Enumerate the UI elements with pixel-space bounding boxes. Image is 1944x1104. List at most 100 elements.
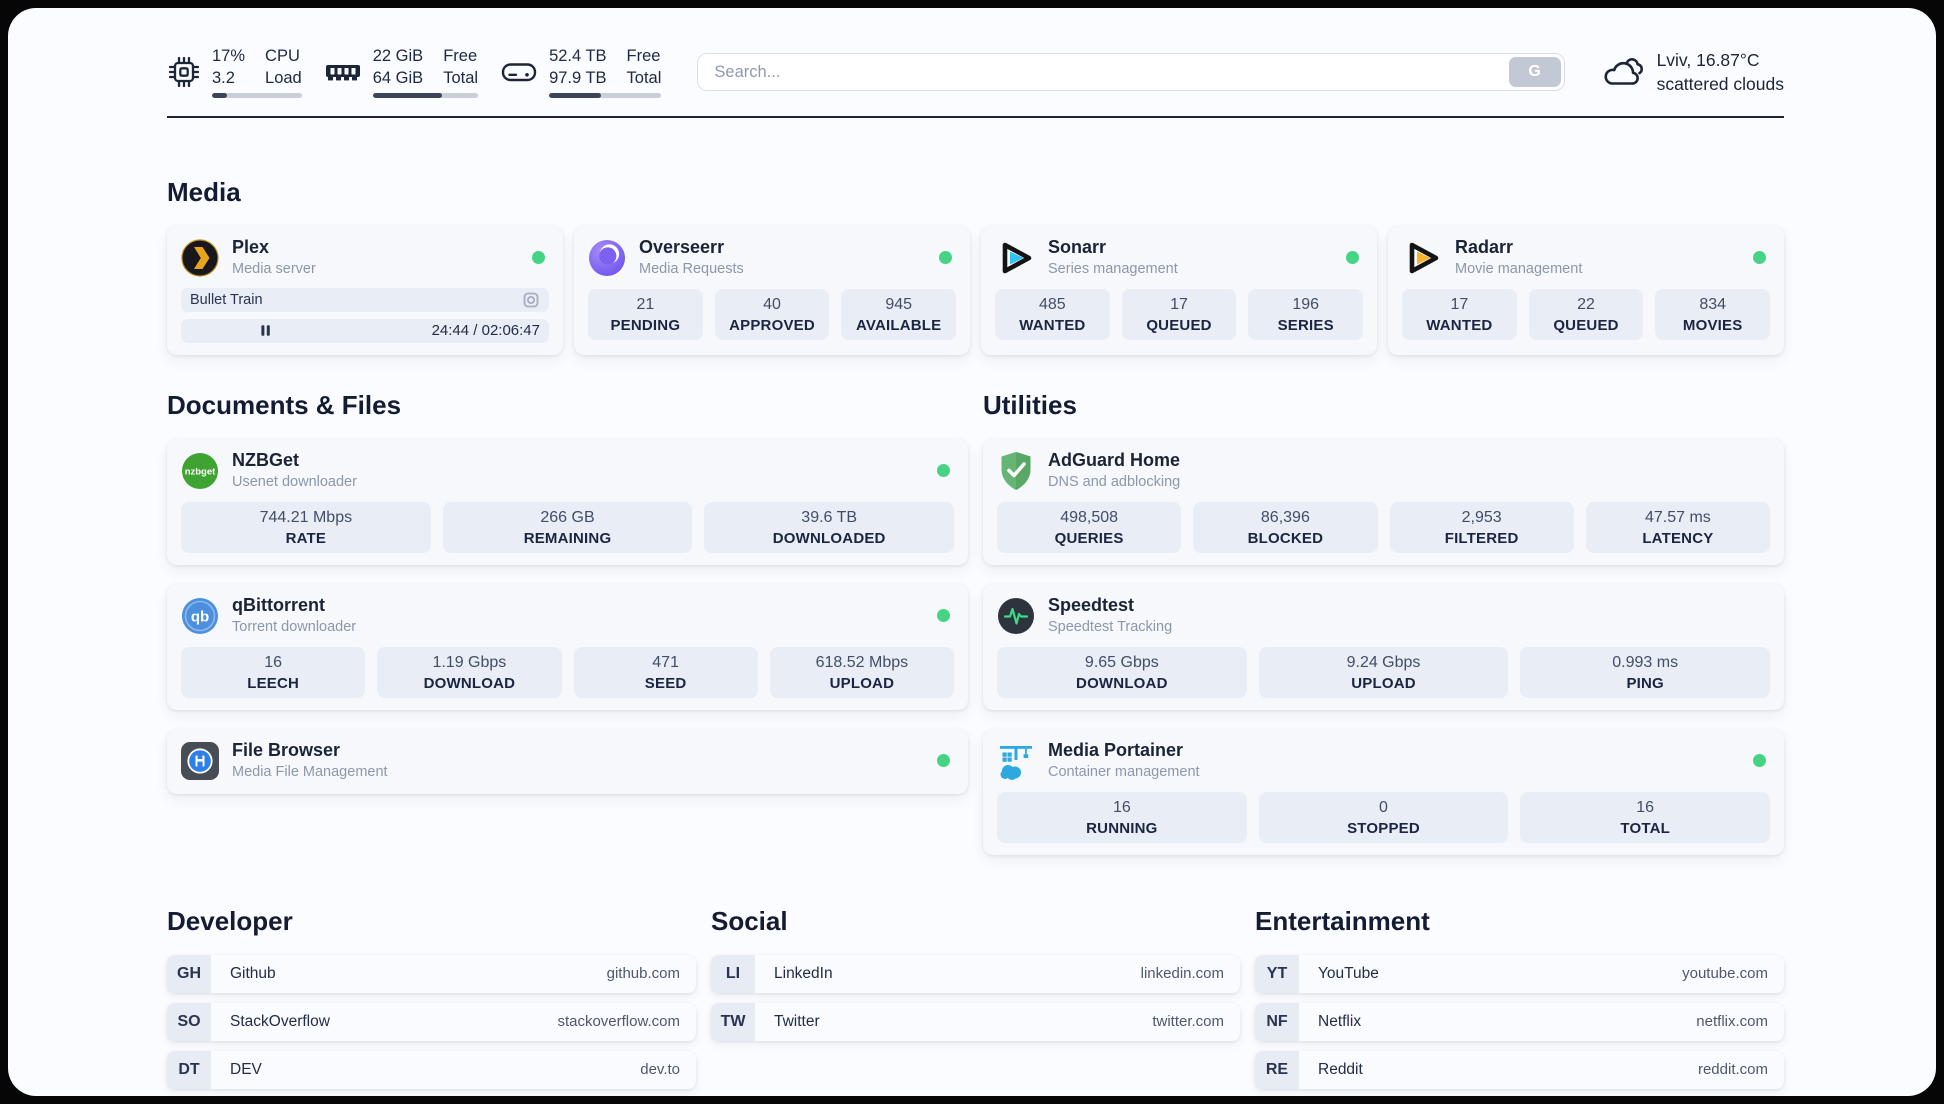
section-title-entertainment: Entertainment — [1255, 905, 1430, 936]
weather-location-temp: Lviv, 16.87°C — [1656, 49, 1760, 70]
app-card-plex[interactable]: Plex Media server Bullet Train — [167, 225, 563, 355]
status-online-dot — [939, 251, 952, 265]
app-card-radarr[interactable]: Radarr Movie management 17 WANTED 22 QUEUE… — [1388, 225, 1784, 355]
search-input[interactable] — [701, 61, 1509, 83]
memory-metric: 22 GiB 64 GiB Free Total — [324, 46, 479, 98]
status-online-dot — [1346, 251, 1359, 265]
memory-total-label: Total — [443, 68, 479, 87]
app-card-speedtest[interactable]: Speedtest Speedtest Tracking 9.65 Gbps DO… — [983, 583, 1784, 710]
app-description: Movie management — [1455, 260, 1583, 277]
app-name: AdGuard Home — [1048, 450, 1181, 471]
filebrowser-icon — [181, 741, 219, 780]
link-row-netflix[interactable]: NF Netflix netflix.com — [1255, 1002, 1784, 1041]
sonarr-icon — [995, 238, 1035, 278]
search-engine-button[interactable]: G — [1508, 57, 1561, 87]
link-url: github.com — [606, 965, 680, 983]
disk-total-value: 97.9 TB — [549, 68, 607, 87]
app-description: Series management — [1048, 260, 1178, 277]
stat-upload: 618.52 Mbps UPLOAD — [769, 646, 954, 698]
pause-icon[interactable] — [258, 323, 273, 338]
qbittorrent-icon: qb — [181, 597, 219, 635]
nzbget-icon: nzbget — [181, 452, 219, 490]
stat-stopped: 0 STOPPED — [1258, 791, 1509, 843]
app-name: Speedtest — [1048, 595, 1135, 616]
link-url: reddit.com — [1697, 1061, 1768, 1079]
app-card-portainer[interactable]: Media Portainer Container management 16 R… — [983, 728, 1784, 855]
link-tag: YT — [1255, 954, 1299, 993]
status-online-dot — [937, 464, 950, 478]
link-row-dev[interactable]: DT DEV dev.to — [167, 1050, 696, 1089]
stat-series: 196 SERIES — [1248, 288, 1364, 340]
disk-total-label: Total — [626, 68, 662, 87]
app-card-filebrowser[interactable]: File Browser Media File Management — [167, 728, 968, 794]
now-playing-row: Bullet Train — [181, 287, 549, 312]
radarr-icon — [1402, 238, 1442, 278]
memory-total-value: 64 GiB — [372, 68, 424, 87]
link-name: Twitter — [774, 1012, 820, 1030]
app-description: Usenet downloader — [232, 473, 357, 490]
link-tag: GH — [167, 954, 211, 993]
link-tag: DT — [167, 1050, 211, 1089]
link-url: linkedin.com — [1140, 965, 1224, 983]
stream-progress-row: 24:44 / 02:06:47 — [181, 318, 549, 343]
cpu-usage-value: 17% — [212, 47, 246, 66]
status-online-dot — [1753, 251, 1766, 265]
app-card-overseerr[interactable]: Overseerr Media Requests 21 PENDING 40 APP… — [574, 225, 970, 355]
app-description: Media File Management — [232, 763, 388, 780]
section-title-social: Social — [711, 905, 788, 936]
stat-approved: 40 APPROVED — [714, 288, 830, 340]
link-name: Github — [230, 964, 276, 982]
stat-leech: 16 LEECH — [181, 646, 366, 698]
stat-rate: 744.21 Mbps RATE — [181, 501, 431, 553]
stream-time: 24:44 / 02:06:47 — [431, 322, 540, 340]
stat-download: 1.19 Gbps DOWNLOAD — [377, 646, 562, 698]
svg-text:nzbget: nzbget — [185, 466, 216, 477]
stat-wanted: 17 WANTED — [1402, 288, 1517, 340]
app-card-adguard[interactable]: AdGuard Home DNS and adblocking 498,508 Q… — [983, 438, 1784, 565]
stat-movies: 834 MOVIES — [1655, 288, 1771, 340]
stat-wanted: 485 WANTED — [995, 288, 1110, 340]
link-tag: LI — [711, 954, 755, 993]
app-description: DNS and adblocking — [1048, 473, 1181, 490]
speedtest-pulse-icon — [997, 597, 1035, 635]
stat-download: 9.65 Gbps DOWNLOAD — [997, 646, 1247, 698]
adguard-shield-icon — [997, 450, 1035, 492]
svg-text:qb: qb — [191, 608, 209, 625]
status-online-dot — [532, 251, 545, 265]
stat-remaining: 266 GB REMAINING — [442, 501, 693, 553]
link-row-linkedin[interactable]: LI LinkedIn linkedin.com — [711, 954, 1240, 993]
app-name: qBittorrent — [232, 595, 325, 616]
app-name: NZBGet — [232, 450, 299, 471]
link-row-github[interactable]: GH Github github.com — [167, 954, 696, 993]
link-tag: RE — [1255, 1050, 1299, 1089]
cpu-icon — [167, 55, 201, 89]
link-url: dev.to — [640, 1061, 680, 1079]
app-name: Media Portainer — [1048, 740, 1184, 761]
search-bar: G — [697, 53, 1565, 91]
stat-seed: 471 SEED — [573, 646, 758, 698]
stat-latency: 47.57 ms LATENCY — [1585, 501, 1770, 553]
link-row-twitter[interactable]: TW Twitter twitter.com — [711, 1002, 1240, 1041]
link-row-stackoverflow[interactable]: SO StackOverflow stackoverflow.com — [167, 1002, 696, 1041]
memory-free-label: Free — [443, 47, 478, 66]
dashboard-window: 17% 3.2 CPU Load 22 GiB 64 GiB Free Total — [8, 8, 1936, 1096]
app-description: Speedtest Tracking — [1048, 618, 1173, 635]
disk-icon — [500, 58, 538, 86]
cpu-metric: 17% 3.2 CPU Load — [167, 46, 302, 98]
app-description: Media server — [232, 260, 316, 277]
app-card-sonarr[interactable]: Sonarr Series management 485 WANTED 17 QUE… — [981, 225, 1377, 355]
header-divider — [167, 116, 1784, 118]
link-name: Netflix — [1318, 1012, 1362, 1030]
section-title-media: Media — [167, 177, 241, 207]
stat-queries: 498,508 QUERIES — [997, 501, 1182, 553]
app-card-nzbget[interactable]: nzbget NZBGet Usenet downloader 744.21 M… — [167, 438, 968, 565]
link-row-youtube[interactable]: YT YouTube youtube.com — [1255, 954, 1784, 993]
top-bar: 17% 3.2 CPU Load 22 GiB 64 GiB Free Total — [167, 34, 1784, 110]
link-tag: SO — [167, 1002, 211, 1041]
app-card-qbittorrent[interactable]: qb qBittorrent Torrent downloader 16 LEEC… — [167, 583, 968, 710]
overseerr-icon — [588, 239, 626, 277]
cpu-load-value: 3.2 — [212, 68, 235, 87]
portainer-crane-icon — [997, 741, 1035, 781]
link-row-reddit[interactable]: RE Reddit reddit.com — [1255, 1050, 1784, 1089]
link-tag: TW — [711, 1002, 755, 1041]
